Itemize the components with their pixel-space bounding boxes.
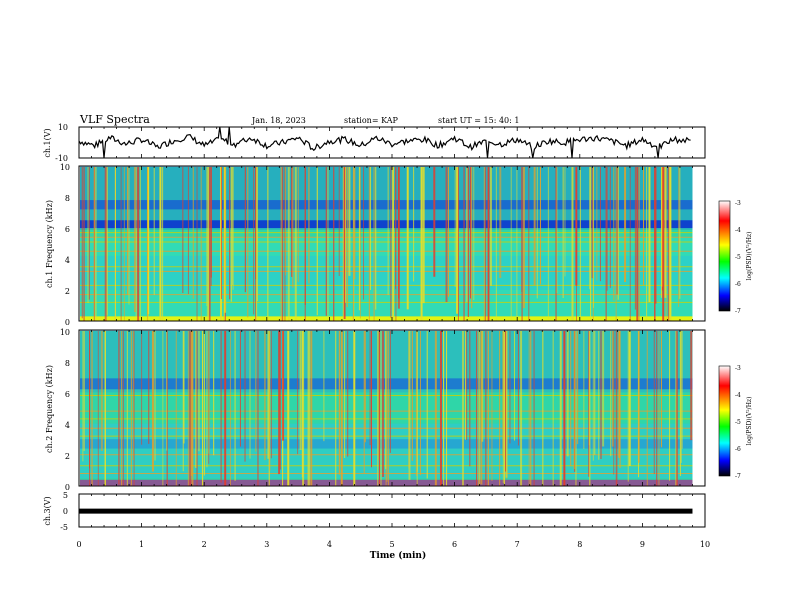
ch1-ytick-top: 10: [58, 123, 68, 132]
x-tick-label-8: 8: [577, 540, 582, 549]
x-tick-label-1: 1: [139, 540, 144, 549]
ch1-ylabel: ch.1(V): [43, 128, 52, 157]
ch3-ytick-bottom: -5: [60, 523, 68, 532]
x-tick-label-9: 9: [640, 540, 645, 549]
ch1-colorbar-label: log(PSD)(V²/Hz): [746, 232, 753, 281]
ch1-spec-ylabel: ch.1 Frequency (kHz): [45, 200, 54, 288]
ch1-waveform-panel: 10 -10 ch.1(V): [43, 123, 706, 163]
ch2-colorbar-bar: [718, 365, 731, 477]
ch1-spec-ytick-0: 0: [65, 318, 70, 327]
ch1-spec-ytick-8: 8: [65, 194, 70, 203]
x-axis-label: Time (min): [370, 550, 427, 561]
ch2-spec-ylabel: ch.2 Frequency (kHz): [45, 365, 54, 453]
ch1-cb-tick-m5: -5: [735, 254, 741, 261]
ch1-cb-tick-m7: -7: [735, 308, 741, 315]
ch1-cb-tick-m4: -4: [735, 227, 741, 234]
axis-ticks: [78, 127, 706, 527]
ch2-spec-ytick-0: 0: [65, 483, 70, 492]
ch3-ytick-mid: 0: [63, 507, 68, 516]
ch2-spec-ytick-10: 10: [60, 328, 70, 337]
ch2-spec-ytick-6: 6: [65, 390, 70, 399]
ch1-waveform-line: [78, 126, 691, 159]
ch2-spec-ytick-4: 4: [65, 421, 70, 430]
x-tick-label-0: 0: [76, 540, 81, 549]
station-label: station= KAP: [344, 116, 399, 125]
figure-title: VLF Spectra: [79, 113, 150, 126]
x-tick-label-3: 3: [264, 540, 269, 549]
x-tick-label-4: 4: [327, 540, 332, 549]
spec1-band-2: [80, 200, 693, 210]
ch2-spec-ytick-8: 8: [65, 359, 70, 368]
date-label: Jan. 18, 2023: [251, 116, 306, 125]
ch1-spec-ytick-4: 4: [65, 256, 70, 265]
ch2-spectrogram-panel: 0 2 4 6 8 10 ch.2 Frequency (kHz): [45, 328, 706, 492]
ch2-cb-tick-m5: -5: [735, 419, 741, 426]
spec1-band-5: [80, 316, 693, 321]
ch2-cb-tick-m7: -7: [735, 473, 741, 480]
ch1-spec-ytick-10: 10: [60, 163, 70, 172]
ch1-spectrogram-panel: 0 2 4 6 8 10 ch.1 Frequency (kHz): [45, 163, 706, 327]
ch1-spectrogram-image: [80, 166, 693, 321]
ch3-waveform-panel: 5 0 -5 ch.3(V): [43, 491, 706, 532]
ch2-spectrogram-image: [80, 330, 693, 486]
x-tick-label-5: 5: [389, 540, 394, 549]
ch1-spec-ytick-2: 2: [65, 287, 70, 296]
ch1-cb-tick-m3: -3: [735, 200, 741, 207]
ch2-spec-ytick-2: 2: [65, 452, 70, 461]
x-tick-labels: 0 1 2 3 4 5 6 7 8 9 10: [76, 540, 710, 549]
ch1-colorbar-bar: [718, 200, 731, 312]
x-tick-label-10: 10: [700, 540, 710, 549]
ch2-cb-tick-m4: -4: [735, 392, 741, 399]
ch1-cb-tick-m6: -6: [735, 281, 741, 288]
ch2-cb-tick-m6: -6: [735, 446, 741, 453]
ch1-colorbar: -3 -4 -5 -6 -7 log(PSD)(V²/Hz): [718, 200, 753, 315]
spec1-band-1: [80, 220, 693, 228]
ch1-ytick-bottom: -10: [55, 154, 68, 163]
x-tick-label-2: 2: [202, 540, 207, 549]
x-tick-label-6: 6: [452, 540, 457, 549]
ch2-cb-tick-m3: -3: [735, 365, 741, 372]
start-time-label: start UT = 15: 40: 1: [438, 116, 519, 125]
x-tick-label-7: 7: [515, 540, 520, 549]
ch1-spec-ytick-6: 6: [65, 225, 70, 234]
ch2-colorbar-label: log(PSD)(V²/Hz): [746, 397, 753, 446]
ch3-ylabel: ch.3(V): [43, 496, 52, 525]
ch2-colorbar: -3 -4 -5 -6 -7 log(PSD)(V²/Hz): [718, 365, 753, 480]
ch3-ytick-top: 5: [63, 491, 68, 500]
